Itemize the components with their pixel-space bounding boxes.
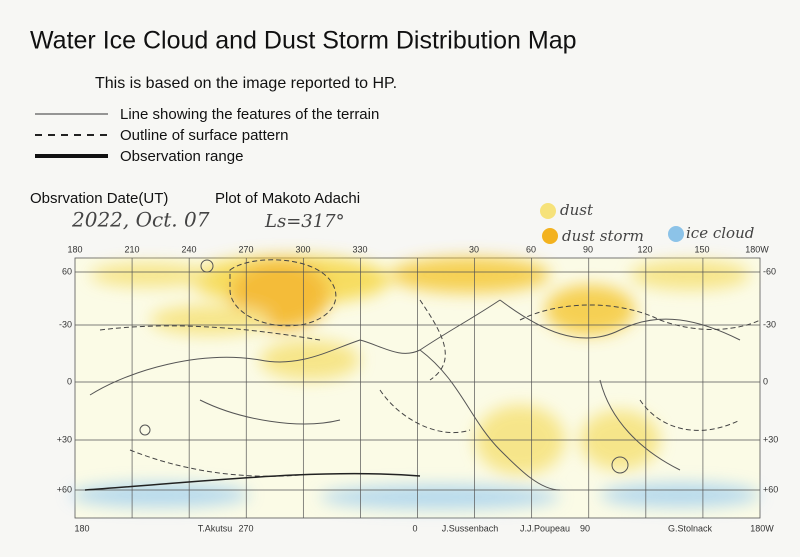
bottom-label: 90 — [580, 523, 590, 533]
longitude-label: 150 — [694, 244, 709, 254]
longitude-label: 240 — [181, 244, 196, 254]
longitude-label: 330 — [352, 244, 367, 254]
latitude-label: 0 — [67, 376, 72, 386]
subtitle: This is based on the image reported to H… — [95, 75, 397, 92]
key-label: ice cloud — [686, 224, 754, 242]
longitude-label: 180W — [745, 244, 769, 254]
observation-range — [84, 472, 421, 491]
legend-label: Line showing the features of the terrain — [120, 106, 379, 123]
longitude-label: 120 — [637, 244, 652, 254]
title: Water Ice Cloud and Dust Storm Distribut… — [30, 27, 577, 55]
longitude-label: 60 — [526, 244, 536, 254]
key-dust-storm-swatch — [542, 228, 558, 244]
longitude-label: 270 — [238, 244, 253, 254]
key-dust-swatch — [540, 203, 556, 219]
bottom-label: 180 — [74, 523, 89, 533]
latitude-label: 0 — [763, 376, 768, 386]
latitude-label: 60 — [62, 266, 72, 276]
longitude-label: 90 — [583, 244, 593, 254]
bottom-label: J.Sussenbach — [442, 523, 499, 533]
observation-date: 2022, Oct. 07 — [71, 208, 210, 232]
longitude-label: 300 — [295, 244, 310, 254]
bottom-label: 270 — [238, 523, 253, 533]
latitude-label: +60 — [763, 484, 778, 494]
bottom-label: T.Akutsu — [198, 523, 233, 533]
longitude-label: 30 — [469, 244, 479, 254]
plot-label: Plot of Makoto Adachi — [215, 190, 360, 207]
latitude-label: +30 — [763, 434, 778, 444]
solar-longitude: Ls=317° — [264, 211, 345, 232]
bottom-label: J.J.Poupeau — [520, 523, 570, 533]
bottom-label: 180W — [750, 523, 774, 533]
latitude-label: -30 — [59, 319, 72, 329]
observation-label: Obsrvation Date(UT) — [30, 190, 168, 207]
latitude-label: -60 — [763, 266, 776, 276]
key-label: dust — [560, 201, 594, 219]
legend-label: Outline of surface pattern — [120, 127, 288, 144]
cloud-shading — [70, 255, 760, 509]
map — [70, 255, 761, 519]
latitude-label: -30 — [763, 319, 776, 329]
longitude-label: 180 — [67, 244, 82, 254]
longitude-label: 210 — [124, 244, 139, 254]
latitude-label: +60 — [57, 484, 72, 494]
key-ice-cloud-swatch — [668, 226, 684, 242]
key-label: dust storm — [562, 227, 644, 245]
bottom-label: 0 — [412, 523, 417, 533]
latitude-label: +30 — [57, 434, 72, 444]
legend-label: Observation range — [120, 148, 243, 165]
bottom-label: G.Stolnack — [668, 523, 713, 533]
